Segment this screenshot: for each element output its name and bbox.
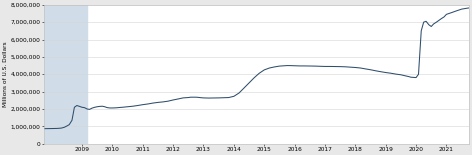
Bar bbox=[44, 5, 87, 144]
Y-axis label: Millions of U.S. Dollars: Millions of U.S. Dollars bbox=[3, 41, 8, 107]
